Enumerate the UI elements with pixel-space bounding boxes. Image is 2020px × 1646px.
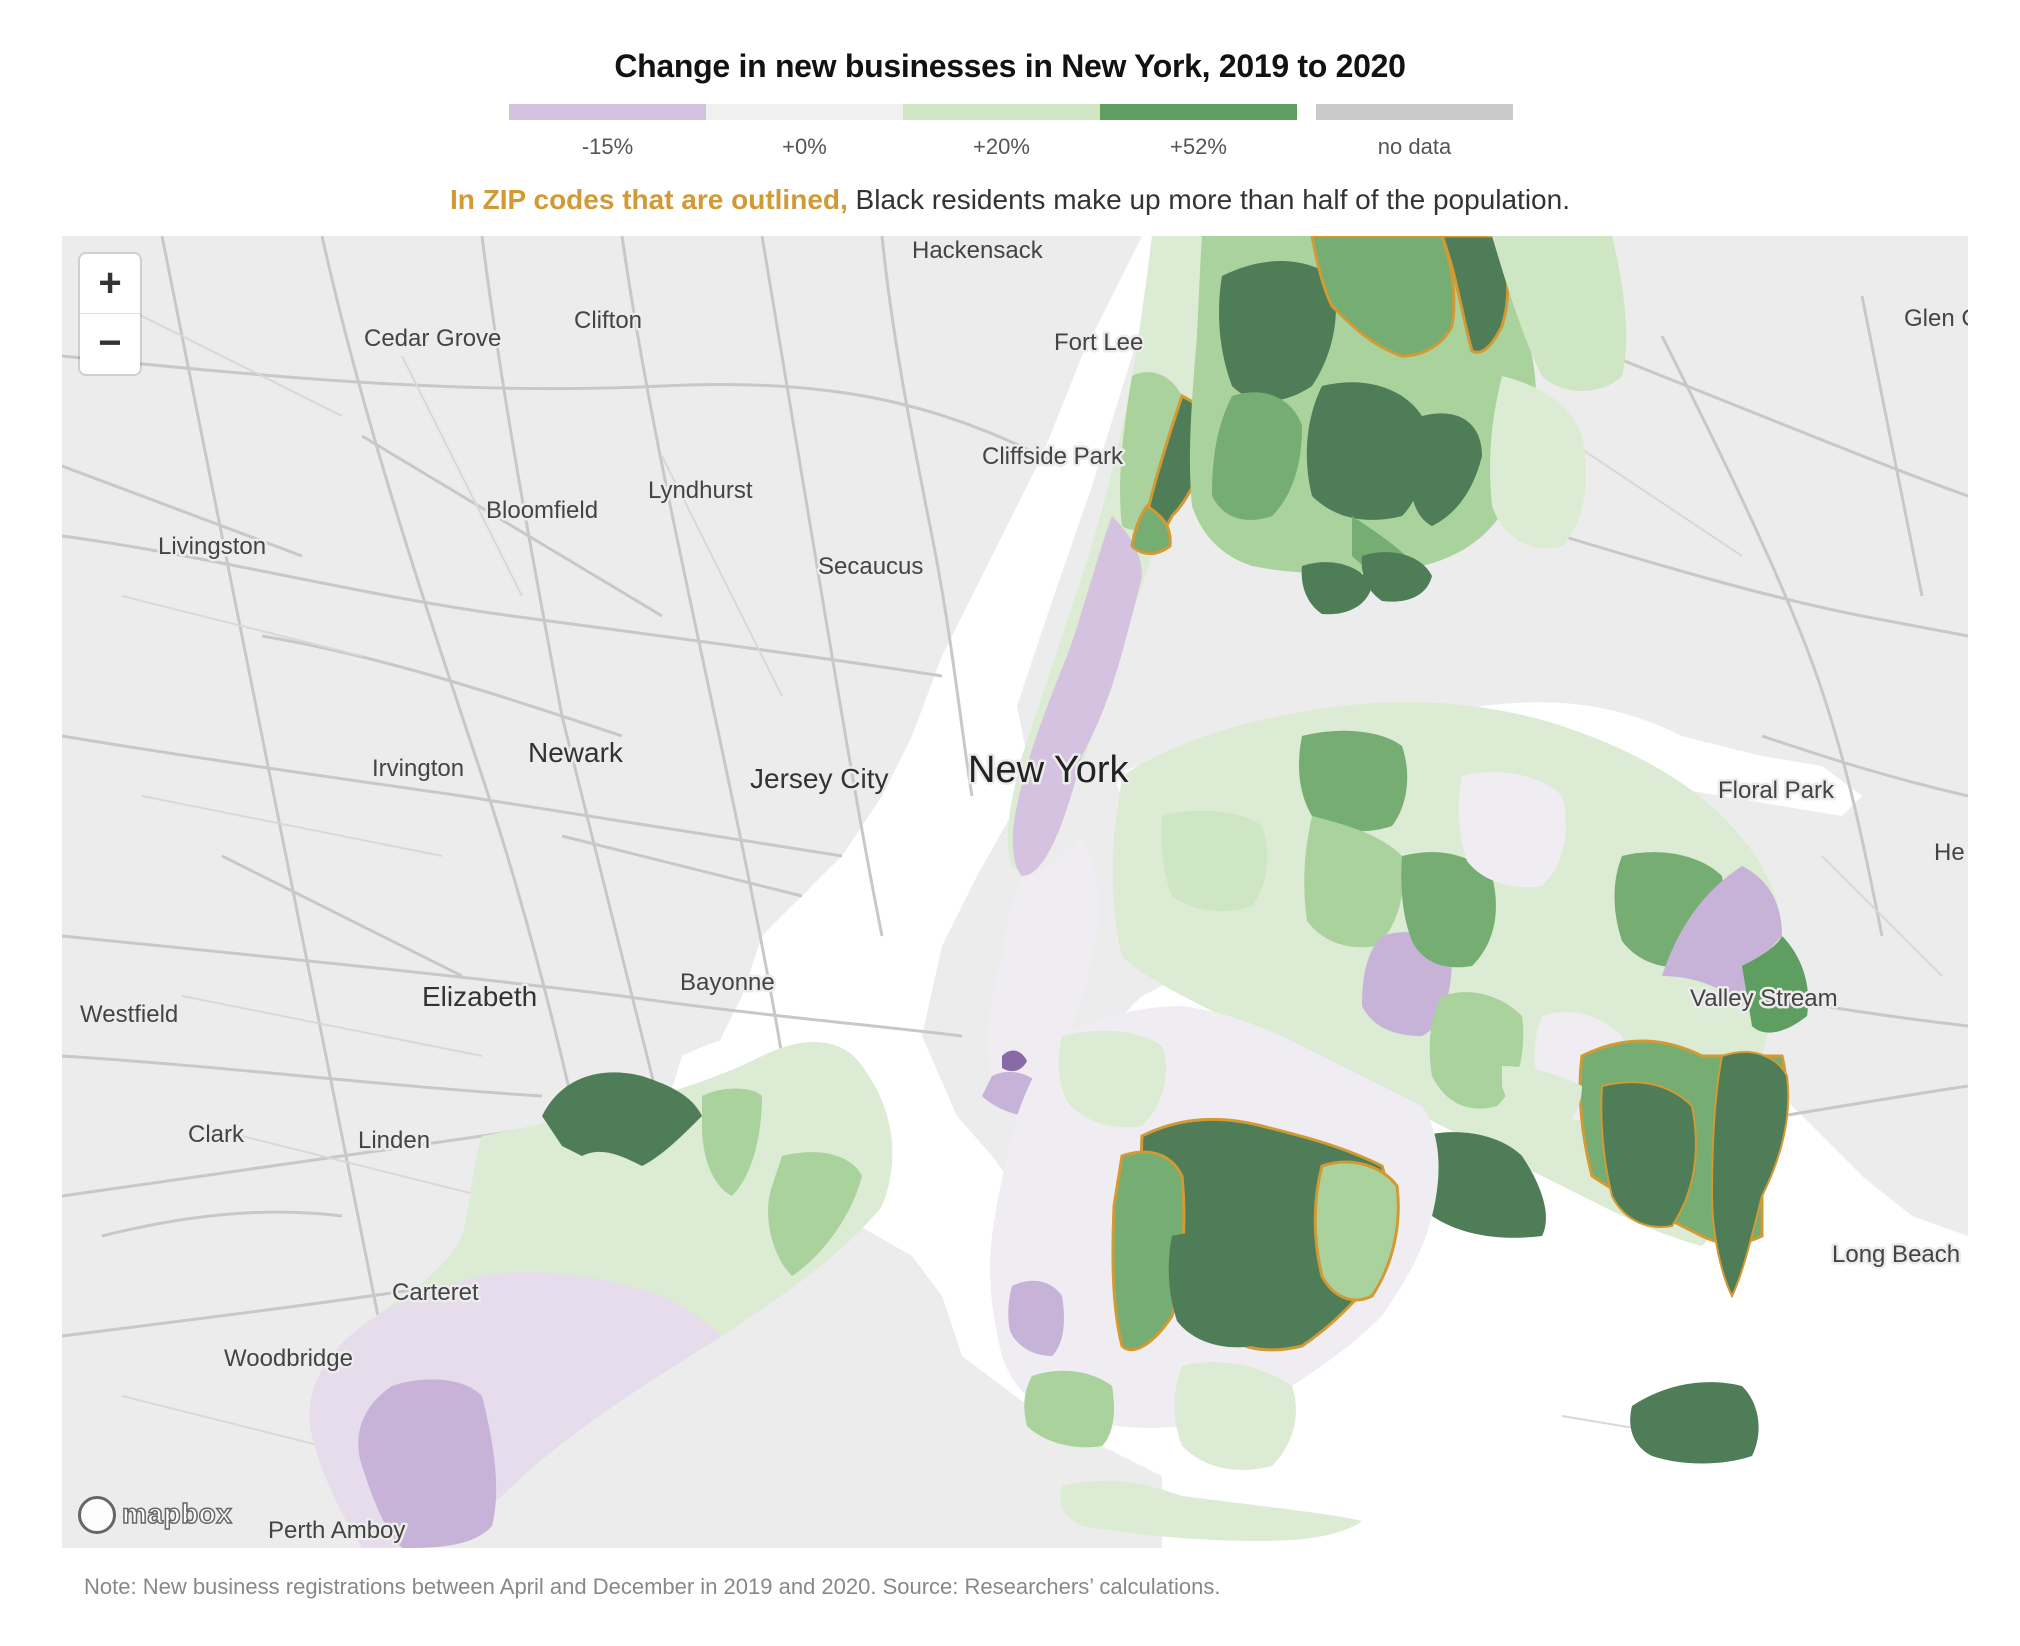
color-legend: -15% +0% +20% +52% no data xyxy=(0,104,2020,164)
place-label-westfield: Westfield xyxy=(80,1001,178,1028)
place-label-cedar-grove: Cedar Grove xyxy=(364,325,501,352)
legend-label-nodata: no data xyxy=(1377,134,1452,159)
place-label-long-beach: Long Beach xyxy=(1832,1241,1960,1268)
place-label-elizabeth: Elizabeth xyxy=(422,981,537,1012)
place-label-bayonne: Bayonne xyxy=(680,969,775,996)
place-label-jersey-city: Jersey City xyxy=(750,763,888,794)
legend-swatch-minus15 xyxy=(509,104,706,120)
place-label-fort-lee: Fort Lee xyxy=(1054,329,1143,356)
place-label-cliffside-park: Cliffside Park xyxy=(982,443,1124,470)
place-label-carteret: Carteret xyxy=(392,1279,479,1306)
place-labels: Hackensack Clifton Cedar Grove Fort Lee … xyxy=(78,236,1969,1547)
mapbox-attribution[interactable]: mapbox xyxy=(78,1494,258,1536)
legend-swatch-nodata xyxy=(1316,104,1513,120)
legend-swatch-plus20 xyxy=(903,104,1100,120)
place-label-clifton: Clifton xyxy=(574,307,642,334)
place-label-livingston: Livingston xyxy=(158,533,266,560)
place-label-bloomfield: Bloomfield xyxy=(486,497,598,524)
place-label-woodbridge: Woodbridge xyxy=(224,1345,353,1372)
legend-label-plus52: +52% xyxy=(1170,134,1227,159)
brooklyn xyxy=(990,1006,1439,1541)
queens xyxy=(1112,562,1809,1299)
subtitle: In ZIP codes that are outlined, Black re… xyxy=(0,184,2020,216)
mapbox-logo-icon xyxy=(78,1496,116,1534)
legend-label-minus15: -15% xyxy=(581,134,634,159)
subtitle-rest: Black residents make up more than half o… xyxy=(847,184,1570,215)
legend-swatch-zero xyxy=(706,104,903,120)
staten-island xyxy=(309,1042,893,1548)
mapbox-logo-text: mapbox xyxy=(121,1497,233,1530)
place-label-new-york: New York xyxy=(968,749,1130,791)
place-label-lyndhurst: Lyndhurst xyxy=(648,477,753,504)
place-label-linden: Linden xyxy=(358,1127,430,1154)
place-label-secaucus: Secaucus xyxy=(818,553,923,580)
place-label-floral-park: Floral Park xyxy=(1718,777,1835,804)
place-label-irvington: Irvington xyxy=(372,755,464,782)
map-canvas[interactable]: Hackensack Clifton Cedar Grove Fort Lee … xyxy=(62,236,1968,1548)
place-label-hackensack: Hackensack xyxy=(912,237,1044,264)
rockaway-zip xyxy=(1630,1382,1759,1464)
zoom-out-button[interactable]: − xyxy=(98,321,122,365)
bronx xyxy=(1189,236,1627,580)
place-label-clark: Clark xyxy=(188,1121,245,1148)
chart-title: Change in new businesses in New York, 20… xyxy=(614,48,1406,84)
legend-label-zero: +0% xyxy=(782,134,827,159)
road-layer xyxy=(62,236,1968,1437)
road-layer-minor xyxy=(101,295,1943,1457)
subtitle-highlight: In ZIP codes that are outlined, xyxy=(450,184,848,215)
place-label-glen-c: Glen C xyxy=(1904,305,1968,332)
source-note: Note: New business registrations between… xyxy=(84,1574,1221,1599)
place-label-valley-stream: Valley Stream xyxy=(1690,985,1838,1012)
map[interactable]: Hackensack Clifton Cedar Grove Fort Lee … xyxy=(62,236,1968,1548)
legend-label-plus20: +20% xyxy=(973,134,1030,159)
place-label-perth-amboy: Perth Amboy xyxy=(268,1517,405,1544)
manhattan xyxy=(982,236,1222,1116)
place-label-he: He xyxy=(1934,839,1965,866)
place-label-newark: Newark xyxy=(528,737,624,768)
legend-swatch-plus52 xyxy=(1100,104,1297,120)
zoom-control: + − xyxy=(80,254,140,374)
zoom-in-button[interactable]: + xyxy=(80,254,140,314)
rikers-zip xyxy=(1361,552,1432,602)
